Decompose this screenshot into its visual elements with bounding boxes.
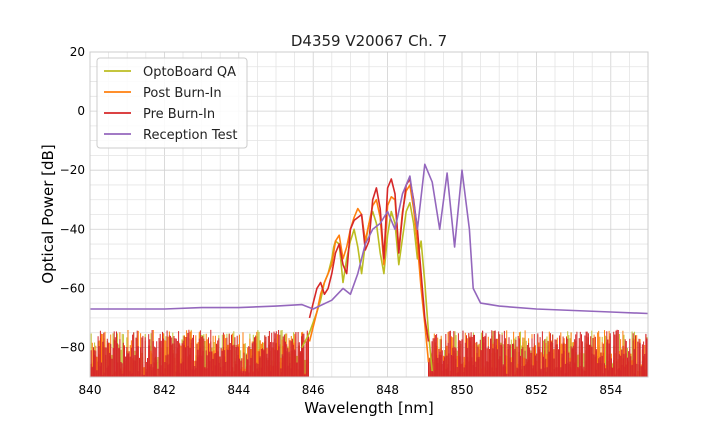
- x-tick-label: 850: [451, 383, 474, 397]
- legend-label-post-burn-in: Post Burn-In: [143, 86, 222, 101]
- x-tick-label: 854: [599, 383, 622, 397]
- y-axis-label: Optical Power [dB]: [39, 144, 57, 283]
- x-tick-label: 848: [376, 383, 399, 397]
- series-line-3: [90, 163, 649, 315]
- legend-box: [96, 57, 248, 149]
- y-tick-label: 0: [77, 104, 85, 118]
- legend-label-pre-burn-in: Pre Burn-In: [143, 107, 215, 122]
- legend-label-reception-test: Reception Test: [143, 128, 237, 143]
- y-tick-labels: −80 −60 −40 −20 0 20: [60, 45, 85, 354]
- x-tick-label: 846: [302, 383, 325, 397]
- y-tick-label: −20: [60, 163, 85, 177]
- legend: OptoBoard QA Post Burn-In Pre Burn-In Re…: [96, 57, 248, 149]
- noise-trace: [428, 330, 648, 377]
- x-tick-label: 840: [79, 383, 102, 397]
- x-tick-label: 852: [525, 383, 548, 397]
- x-tick-label: 844: [227, 383, 250, 397]
- y-tick-label: −40: [60, 222, 85, 236]
- y-tick-label: −80: [60, 340, 85, 354]
- x-tick-label: 842: [153, 383, 176, 397]
- plot-frame: [89, 51, 649, 378]
- legend-label-optoboard-qa: OptoBoard QA: [143, 65, 236, 80]
- chart-title: D4359 V20067 Ch. 7: [291, 32, 447, 50]
- y-tick-label: −60: [60, 281, 85, 295]
- x-tick-labels: 840 842 844 846 848 850 852 854: [79, 383, 623, 397]
- y-tick-label: 20: [70, 45, 85, 59]
- noise-floor: [89, 329, 648, 377]
- x-axis-label: Wavelength [nm]: [304, 399, 434, 417]
- series-layer: [90, 163, 649, 372]
